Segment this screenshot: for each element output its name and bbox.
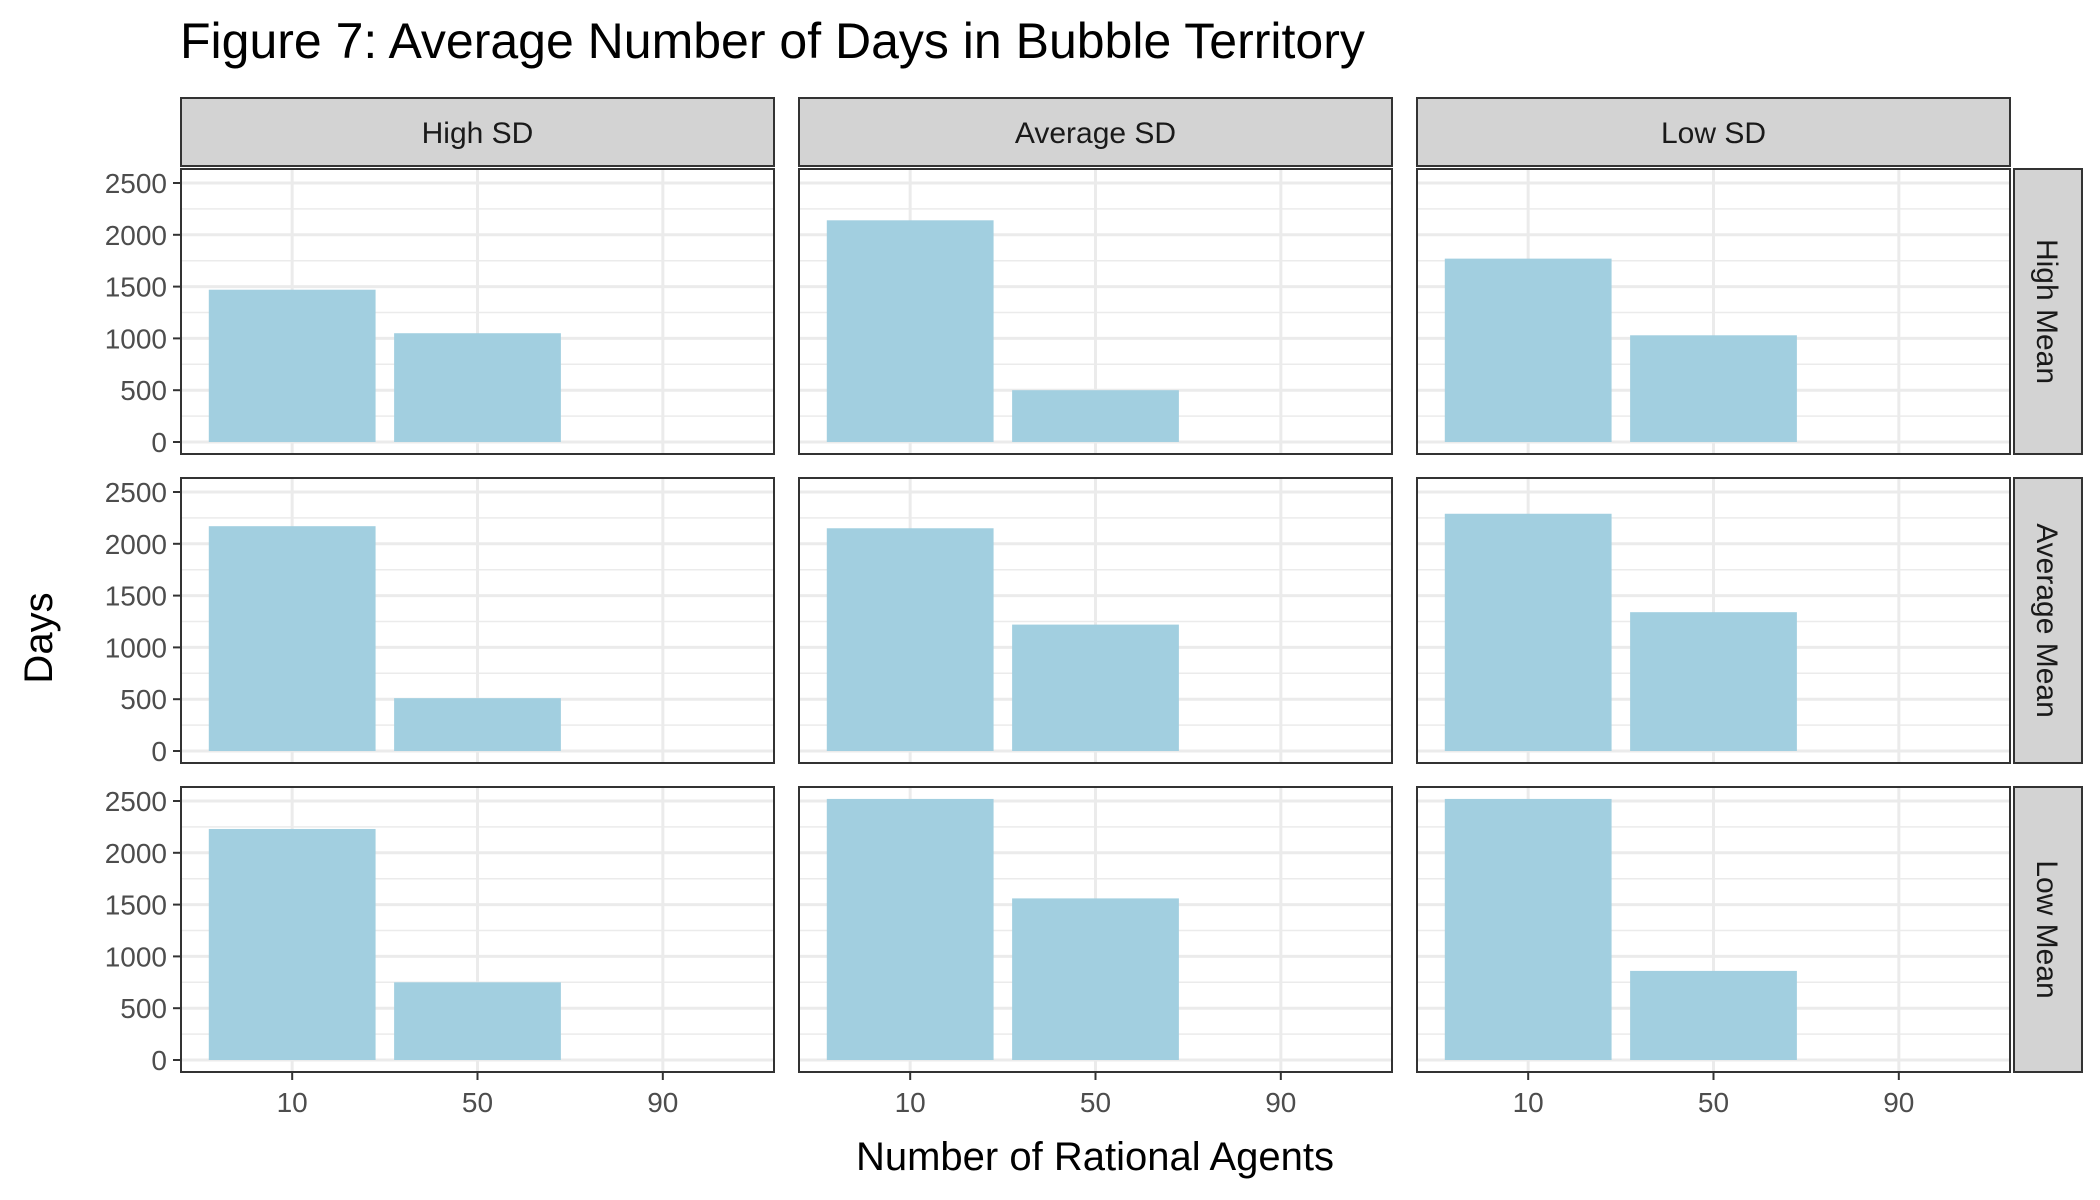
panel-low-mean-average-sd: [798, 786, 1393, 1073]
facet-strip-high-mean: [2013, 168, 2083, 455]
y-tick-label: 2500: [105, 786, 167, 817]
y-tick-label: 1500: [105, 272, 167, 303]
bar-10: [208, 526, 376, 751]
y-tick-label: 2500: [105, 477, 167, 508]
x-tick-label: 50: [462, 1087, 493, 1118]
x-tick-label: 90: [1265, 1087, 1296, 1118]
facet-strip-label: Average SD: [1015, 117, 1176, 150]
panel-high-mean-average-sd: [798, 168, 1393, 455]
bar-50: [394, 698, 561, 751]
bar-10: [1444, 258, 1612, 442]
chart-title: Figure 7: Average Number of Days in Bubb…: [180, 13, 1365, 69]
facet-strip-low-mean: [2013, 786, 2083, 1073]
y-tick-label: 0: [151, 427, 167, 458]
x-axis-label: Number of Rational Agents: [856, 1135, 1334, 1179]
panel-high-mean-low-sd: [1416, 168, 2011, 455]
panel-border: [1416, 477, 2011, 764]
bar-50: [1012, 624, 1179, 751]
x-tick-label: 10: [1513, 1087, 1544, 1118]
facet-strip-label: High Mean: [2030, 239, 2063, 384]
y-tick-label: 500: [120, 684, 167, 715]
bar-10: [826, 528, 994, 751]
x-tick-label: 10: [895, 1087, 926, 1118]
x-tick-label: 10: [277, 1087, 308, 1118]
facet-strip-average-sd: [798, 97, 1393, 167]
panel-border: [798, 168, 1393, 455]
y-tick-label: 500: [120, 993, 167, 1024]
panel-average-mean-low-sd: [1416, 477, 2011, 764]
y-tick-label: 1000: [105, 323, 167, 354]
panel-border: [180, 477, 775, 764]
panel-border: [1416, 168, 2011, 455]
y-tick-label: 2500: [105, 168, 167, 199]
y-tick-label: 2000: [105, 529, 167, 560]
facet-strip-label: Average Mean: [2030, 523, 2063, 718]
y-tick-label: 1500: [105, 581, 167, 612]
facet-strip-low-sd: [1416, 97, 2011, 167]
y-tick-label: 500: [120, 375, 167, 406]
bar-50: [1630, 970, 1797, 1060]
bar-50: [1630, 612, 1797, 751]
panel-low-mean-high-sd: [180, 786, 775, 1073]
bar-50: [394, 982, 561, 1060]
facet-panels: High SD Average SD Low SD High Mean Average …: [105, 97, 2083, 1118]
panel-border: [180, 168, 775, 455]
facet-strip-label: Low Mean: [2030, 860, 2063, 998]
facet-strip-high-sd: [180, 97, 775, 167]
panel-low-mean-low-sd: [1416, 786, 2011, 1073]
y-axis-label: Days: [17, 592, 61, 683]
panel-average-mean-high-sd: [180, 477, 775, 764]
panel-high-mean-high-sd: [180, 168, 775, 455]
x-tick-label: 90: [1883, 1087, 1914, 1118]
y-tick-label: 2000: [105, 838, 167, 869]
bar-50: [1012, 390, 1179, 442]
bar-10: [1444, 798, 1612, 1060]
bar-50: [394, 333, 561, 442]
y-tick-label: 1500: [105, 890, 167, 921]
panel-average-mean-average-sd: [798, 477, 1393, 764]
y-tick-label: 2000: [105, 220, 167, 251]
facet-strip-label: High SD: [422, 117, 534, 150]
bar-50: [1012, 898, 1179, 1060]
facet-strip-label: Low SD: [1661, 117, 1766, 150]
y-tick-label: 1000: [105, 941, 167, 972]
x-tick-label: 90: [647, 1087, 678, 1118]
bar-10: [208, 828, 376, 1060]
panel-border: [798, 477, 1393, 764]
bar-10: [208, 289, 376, 442]
bar-50: [1630, 335, 1797, 442]
bar-10: [826, 220, 994, 442]
facet-strip-average-mean: [2013, 477, 2083, 764]
y-tick-label: 0: [151, 1045, 167, 1076]
y-tick-label: 1000: [105, 632, 167, 663]
x-tick-label: 50: [1698, 1087, 1729, 1118]
bar-10: [826, 798, 994, 1060]
y-tick-label: 0: [151, 736, 167, 767]
bar-10: [1444, 513, 1612, 751]
x-tick-label: 50: [1080, 1087, 1111, 1118]
